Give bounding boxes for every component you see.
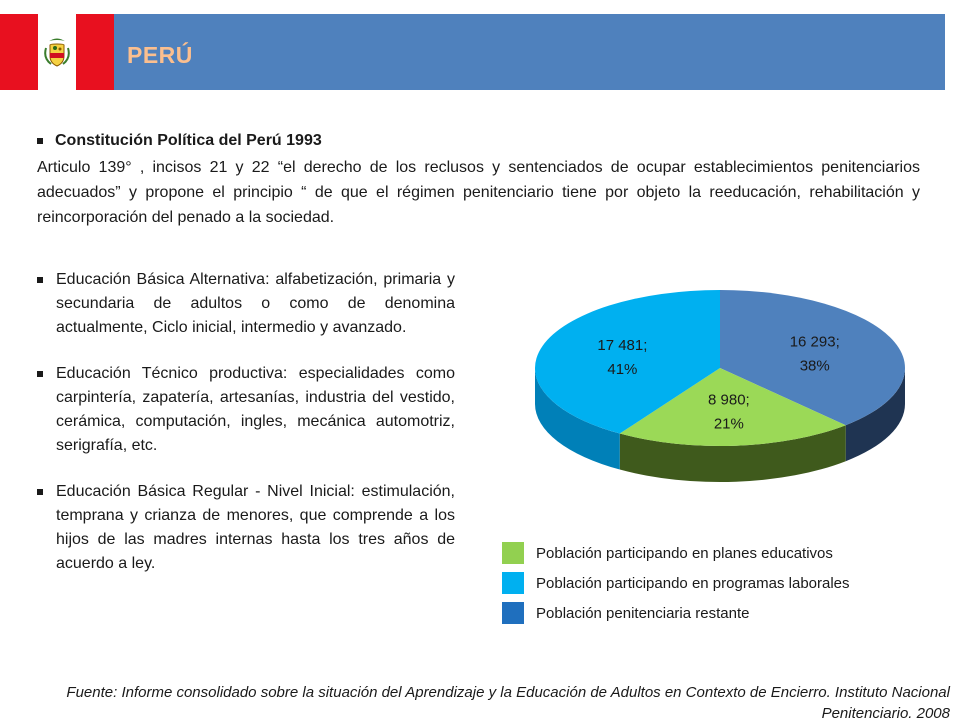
- pie-slice: [535, 290, 720, 434]
- peru-flag: [0, 14, 114, 90]
- pie-slice-side: [535, 368, 620, 470]
- pie-data-label: 38%: [800, 357, 830, 374]
- pie-data-label: 41%: [607, 361, 637, 378]
- flag-stripe-right: [76, 14, 114, 90]
- legend-label: Población participando en planes educati…: [536, 544, 833, 562]
- pie-data-label: 16 293;: [790, 333, 840, 350]
- list-item: Educación Técnico productiva: especialid…: [37, 362, 455, 458]
- legend-item: Población penitenciaria restante: [502, 598, 942, 628]
- pie-slice: [619, 368, 846, 446]
- pie-chart: 16 293; 38% 8 980; 21% 17 481; 41%: [520, 290, 920, 510]
- list-item-text: Educación Básica Regular - Nivel Inicial…: [56, 483, 455, 572]
- page-title: PERÚ: [127, 42, 193, 68]
- list-item-text: Educación Técnico productiva: especialid…: [56, 365, 455, 454]
- pie-data-label: 21%: [714, 416, 744, 433]
- legend-label: Población penitenciaria restante: [536, 604, 750, 622]
- pie-chart-svg: 16 293; 38% 8 980; 21% 17 481; 41%: [535, 290, 905, 482]
- legend-item: Población participando en programas labo…: [502, 568, 942, 598]
- constitution-body: Articulo 139° , incisos 21 y 22 “el dere…: [37, 159, 920, 226]
- constitution-heading-row: Constitución Política del Perú 1993: [37, 132, 920, 150]
- header-bar: [0, 14, 945, 90]
- legend-swatch: [502, 602, 524, 624]
- bullet-square-icon: [37, 138, 43, 144]
- source-citation: Fuente: Informe consolidado sobre la sit…: [66, 684, 950, 722]
- pie-slice-side: [619, 425, 846, 482]
- bullet-square-icon: [37, 371, 43, 377]
- pie-slice-side: [845, 368, 905, 462]
- legend-swatch: [502, 572, 524, 594]
- flag-stripe-center: [38, 14, 76, 90]
- chart-legend: Población participando en planes educati…: [502, 538, 942, 628]
- constitution-section: Constitución Política del Perú 1993 Arti…: [37, 132, 920, 230]
- legend-item: Población participando en planes educati…: [502, 538, 942, 568]
- pie-data-label: 17 481;: [597, 337, 647, 354]
- list-item-text: Educación Básica Alternativa: alfabetiza…: [56, 271, 455, 336]
- pie-data-label: 8 980;: [708, 392, 750, 409]
- bullet-square-icon: [37, 277, 43, 283]
- flag-stripe-left: [0, 14, 38, 90]
- education-list: Educación Básica Alternativa: alfabetiza…: [37, 268, 455, 598]
- pie-slice: [720, 290, 905, 426]
- list-item: Educación Básica Regular - Nivel Inicial…: [37, 480, 455, 576]
- constitution-heading: Constitución Política del Perú 1993: [55, 132, 322, 149]
- legend-swatch: [502, 542, 524, 564]
- coat-of-arms-icon: [44, 38, 70, 67]
- legend-label: Población participando en programas labo…: [536, 574, 850, 592]
- bullet-square-icon: [37, 489, 43, 495]
- list-item: Educación Básica Alternativa: alfabetiza…: [37, 268, 455, 340]
